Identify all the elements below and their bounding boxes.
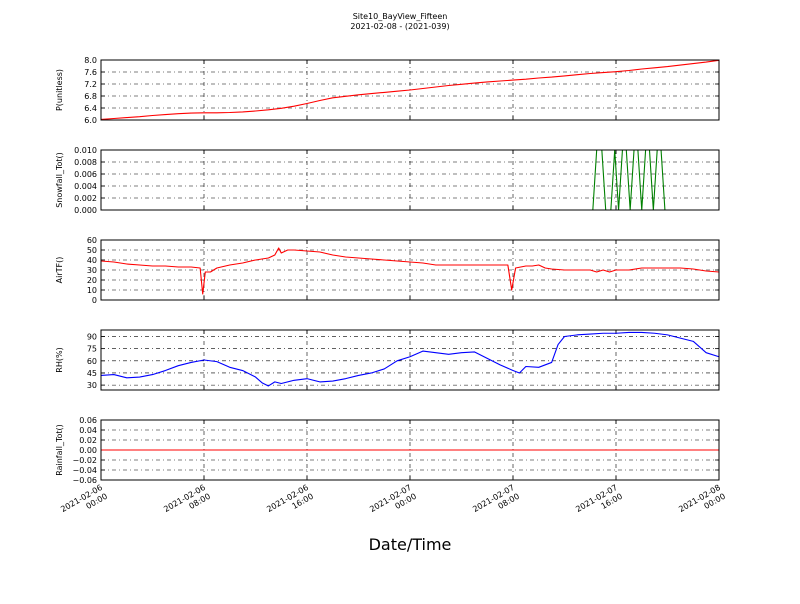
y-tick-label: 0.008 <box>74 158 97 167</box>
y-tick-label: 50 <box>87 246 97 255</box>
y-tick-label: 7.6 <box>84 68 97 77</box>
y-tick-label: 0.010 <box>74 146 97 155</box>
y-tick-label: 10 <box>87 286 97 295</box>
y-axis-label: Snowfall_Tot() <box>55 152 64 208</box>
y-tick-label: 75 <box>87 345 97 354</box>
y-axis-label: AirTF() <box>55 257 64 284</box>
y-tick-label: 0 <box>92 296 97 305</box>
y-tick-label: 40 <box>87 256 97 265</box>
y-tick-label: 0.06 <box>79 416 97 425</box>
axes-frame <box>100 59 720 121</box>
y-axis-label: Rainfall_Tot() <box>55 424 64 476</box>
y-axis-label: RH(%) <box>55 347 64 372</box>
figure-subtitle: 2021-02-08 - (2021-039) <box>350 22 449 31</box>
axes-frame <box>100 419 720 481</box>
y-tick-label: 45 <box>87 369 97 378</box>
x-axis-label: Date/Time <box>369 535 452 554</box>
y-tick-label: −0.04 <box>72 466 97 475</box>
y-tick-label: 0.002 <box>74 194 97 203</box>
y-tick-label: 30 <box>87 266 97 275</box>
y-tick-label: 6.8 <box>84 92 97 101</box>
y-tick-label: 7.2 <box>84 80 97 89</box>
y-tick-label: 60 <box>87 236 97 245</box>
y-tick-label: 0.004 <box>74 182 97 191</box>
y-tick-label: 0.02 <box>79 436 97 445</box>
y-tick-label: −0.06 <box>72 476 97 485</box>
y-tick-label: 8.0 <box>84 56 97 65</box>
y-tick-label: 30 <box>87 381 97 390</box>
series-line <box>100 59 720 120</box>
y-tick-label: 90 <box>87 332 97 341</box>
series-line <box>100 331 720 387</box>
y-tick-label: 60 <box>87 357 97 366</box>
y-tick-label: 6.4 <box>84 104 97 113</box>
axes-frame <box>100 329 720 391</box>
series-line <box>100 247 720 295</box>
y-tick-label: 0.00 <box>79 446 97 455</box>
y-tick-label: 20 <box>87 276 97 285</box>
y-tick-label: 0.006 <box>74 170 97 179</box>
axes-frame <box>100 149 720 211</box>
y-tick-label: −0.02 <box>72 456 97 465</box>
axes-frame <box>100 239 720 301</box>
y-tick-label: 0.04 <box>79 426 97 435</box>
y-tick-label: 0.000 <box>74 206 97 215</box>
y-axis-label: P(unitless) <box>55 69 64 111</box>
figure-title: Site10_BayView_Fifteen <box>353 12 448 21</box>
y-tick-label: 6.0 <box>84 116 97 125</box>
